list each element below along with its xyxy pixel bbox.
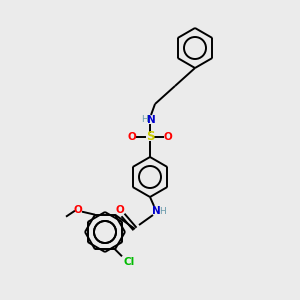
Text: O: O <box>128 132 136 142</box>
Text: O: O <box>164 132 172 142</box>
Text: H: H <box>141 115 147 124</box>
Text: N: N <box>152 206 160 216</box>
Text: S: S <box>146 130 154 143</box>
Text: Cl: Cl <box>123 257 135 267</box>
Text: O: O <box>74 205 82 215</box>
Text: O: O <box>116 205 124 215</box>
Text: H: H <box>160 208 167 217</box>
Text: N: N <box>147 115 155 125</box>
